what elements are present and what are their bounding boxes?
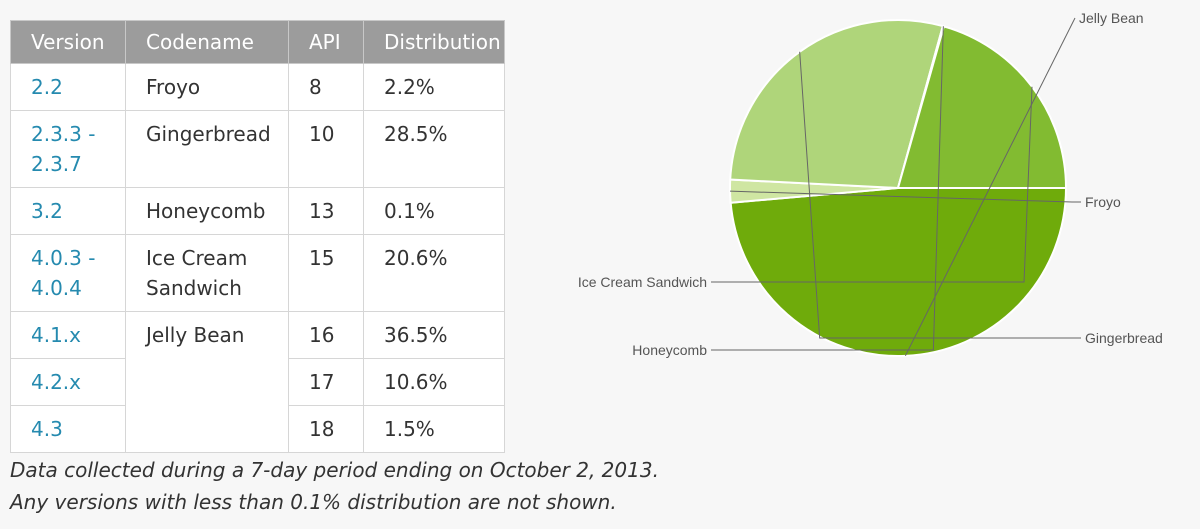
- header-codename: Codename: [125, 20, 289, 64]
- slice-label: Jelly Bean: [1079, 10, 1144, 26]
- version-link[interactable]: 3.2: [10, 187, 126, 235]
- slice-label: Gingerbread: [1085, 330, 1163, 346]
- header-api: API: [288, 20, 364, 64]
- codename-cell: Jelly Bean: [125, 311, 289, 453]
- version-link[interactable]: 4.1.x: [10, 311, 126, 359]
- table-header-row: Version Codename API Distribution: [10, 20, 505, 64]
- table-row: 4.3 18 1.5%: [10, 405, 505, 453]
- pie-slice-gingerbread: [729, 19, 945, 190]
- distribution-pie-chart: Jelly Bean Froyo Gingerbread Honeycomb Ice C…: [578, 10, 1163, 358]
- api-cell: 8: [288, 63, 364, 111]
- header-distribution: Distribution: [363, 20, 505, 64]
- api-cell: 18: [288, 405, 364, 453]
- table-row: 4.0.3 - 4.0.4 Ice Cream Sandwich 15 20.6…: [10, 234, 505, 312]
- table-row: 3.2 Honeycomb 13 0.1%: [10, 187, 505, 235]
- slice-label: Ice Cream Sandwich: [578, 274, 707, 290]
- pie-slice-jelly-bean: [729, 187, 1068, 357]
- table-row: 2.2 Froyo 8 2.2%: [10, 63, 505, 111]
- table-row: 4.2.x 17 10.6%: [10, 358, 505, 406]
- distribution-cell: 28.5%: [363, 110, 505, 188]
- leader-line: [711, 26, 944, 351]
- table-row: 4.1.x Jelly Bean 16 36.5%: [10, 311, 505, 453]
- distribution-cell: 0.1%: [363, 187, 505, 235]
- footnote-line-1: Data collected during a 7-day period end…: [10, 458, 659, 482]
- codename-cell: Ice Cream Sandwich: [125, 234, 289, 312]
- version-link[interactable]: 4.0.3 - 4.0.4: [10, 234, 126, 312]
- leader-line: [730, 190, 1081, 203]
- distribution-cell: 1.5%: [363, 405, 505, 453]
- slice-label: Froyo: [1085, 194, 1121, 210]
- header-version: Version: [10, 20, 126, 64]
- version-link[interactable]: 2.2: [10, 63, 126, 111]
- codename-cell: Froyo: [125, 63, 289, 111]
- table-row: 2.3.3 - 2.3.7 Gingerbread 10 28.5%: [10, 110, 505, 188]
- distribution-cell: 10.6%: [363, 358, 505, 406]
- codename-cell: Gingerbread: [125, 110, 289, 188]
- version-link[interactable]: 4.3: [10, 405, 126, 453]
- leader-line: [904, 17, 1076, 357]
- version-link[interactable]: 4.2.x: [10, 358, 126, 406]
- distribution-table: Version Codename API Distribution 2.2 Fr…: [10, 20, 505, 453]
- version-link[interactable]: 2.3.3 - 2.3.7: [10, 110, 126, 188]
- distribution-cell: 36.5%: [363, 311, 505, 359]
- slice-label: Honeycomb: [632, 342, 707, 358]
- leader-line: [799, 51, 1081, 339]
- distribution-cell: 2.2%: [363, 63, 505, 111]
- api-cell: 17: [288, 358, 364, 406]
- api-cell: 15: [288, 234, 364, 312]
- codename-cell: Honeycomb: [125, 187, 289, 235]
- api-cell: 16: [288, 311, 364, 359]
- api-cell: 13: [288, 187, 364, 235]
- footnote-line-2: Any versions with less than 0.1% distrib…: [10, 490, 617, 514]
- leader-line: [711, 86, 1033, 283]
- api-cell: 10: [288, 110, 364, 188]
- pie-labels: Jelly Bean Froyo Gingerbread Honeycomb Ice C…: [578, 10, 1163, 358]
- pie-slices: [729, 19, 1068, 357]
- distribution-cell: 20.6%: [363, 234, 505, 312]
